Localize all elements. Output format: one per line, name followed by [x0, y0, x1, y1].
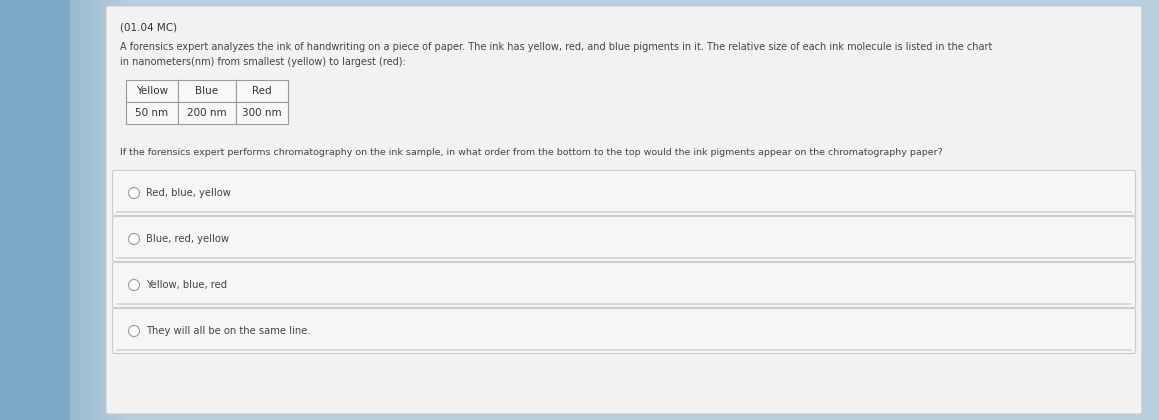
Bar [108, 0, 109, 420]
Bar [93, 0, 94, 420]
Bar [236, 80, 287, 102]
Bar [72, 0, 73, 420]
FancyBboxPatch shape [112, 216, 1136, 262]
Bar [117, 0, 118, 420]
Bar [83, 0, 86, 420]
Bar [111, 0, 112, 420]
Bar [0, 0, 100, 420]
Text: Blue: Blue [196, 86, 219, 96]
Bar [126, 80, 178, 102]
Bar [85, 0, 86, 420]
Bar [121, 0, 122, 420]
Bar [75, 0, 76, 420]
Bar [123, 0, 124, 420]
Bar [73, 0, 74, 420]
Bar [121, 0, 122, 420]
FancyBboxPatch shape [112, 171, 1136, 215]
Text: (01.04 MC): (01.04 MC) [121, 22, 177, 32]
Bar [100, 0, 180, 420]
Bar [129, 0, 130, 420]
Bar [81, 0, 82, 420]
Bar [86, 0, 87, 420]
Bar [116, 257, 1132, 259]
Circle shape [129, 279, 139, 291]
Bar [100, 0, 101, 420]
Bar [114, 0, 115, 420]
Bar [96, 0, 97, 420]
Circle shape [129, 326, 139, 336]
Text: in nanometers(nm) from smallest (yellow) to largest (red):: in nanometers(nm) from smallest (yellow)… [121, 57, 406, 67]
Circle shape [129, 234, 139, 244]
Bar [82, 0, 83, 420]
Bar [94, 0, 95, 420]
Bar [236, 102, 287, 124]
Text: A forensics expert analyzes the ink of handwriting on a piece of paper. The ink : A forensics expert analyzes the ink of h… [121, 42, 992, 52]
Bar [178, 102, 236, 124]
Bar [105, 0, 107, 420]
Bar [70, 0, 71, 420]
Bar [116, 0, 117, 420]
Bar [99, 0, 100, 420]
Bar [104, 0, 105, 420]
Bar [110, 0, 111, 420]
Bar [116, 211, 1132, 213]
FancyBboxPatch shape [105, 6, 1142, 414]
Text: Red, blue, yellow: Red, blue, yellow [146, 188, 231, 198]
Bar [112, 0, 114, 420]
Bar [89, 0, 90, 420]
Bar [127, 0, 129, 420]
Bar [122, 0, 123, 420]
Bar [109, 0, 110, 420]
Bar [105, 0, 107, 420]
Bar [78, 0, 79, 420]
Bar [90, 0, 92, 420]
Text: Blue, red, yellow: Blue, red, yellow [146, 234, 229, 244]
Bar [118, 0, 119, 420]
FancyBboxPatch shape [112, 309, 1136, 354]
Bar [126, 102, 178, 124]
Bar [95, 0, 96, 420]
Bar [124, 0, 125, 420]
Text: If the forensics expert performs chromatography on the ink sample, in what order: If the forensics expert performs chromat… [121, 148, 942, 157]
Bar [116, 349, 1132, 351]
Circle shape [129, 187, 139, 199]
Bar [125, 0, 126, 420]
Bar [71, 0, 72, 420]
Text: 300 nm: 300 nm [242, 108, 282, 118]
Bar [103, 0, 104, 420]
Bar [87, 0, 88, 420]
Bar [112, 0, 115, 420]
Bar [76, 0, 78, 420]
Bar [102, 0, 103, 420]
Bar [92, 0, 93, 420]
Bar [97, 0, 99, 420]
Text: They will all be on the same line.: They will all be on the same line. [146, 326, 311, 336]
Bar [80, 0, 81, 420]
Bar [116, 303, 1132, 305]
FancyBboxPatch shape [112, 262, 1136, 307]
Bar [127, 0, 129, 420]
Text: Red: Red [253, 86, 272, 96]
Bar [126, 0, 127, 420]
Bar [107, 0, 108, 420]
Text: Yellow: Yellow [136, 86, 168, 96]
Bar [74, 0, 75, 420]
Text: 50 nm: 50 nm [136, 108, 168, 118]
Bar [99, 0, 100, 420]
Bar [76, 0, 78, 420]
Bar [101, 0, 102, 420]
Bar [119, 0, 121, 420]
Bar [0, 0, 70, 420]
Bar [178, 80, 236, 102]
Bar [79, 0, 80, 420]
Bar [115, 0, 116, 420]
Text: 200 nm: 200 nm [188, 108, 227, 118]
Text: Yellow, blue, red: Yellow, blue, red [146, 280, 227, 290]
Bar [88, 0, 89, 420]
Bar [92, 0, 93, 420]
Bar [83, 0, 85, 420]
